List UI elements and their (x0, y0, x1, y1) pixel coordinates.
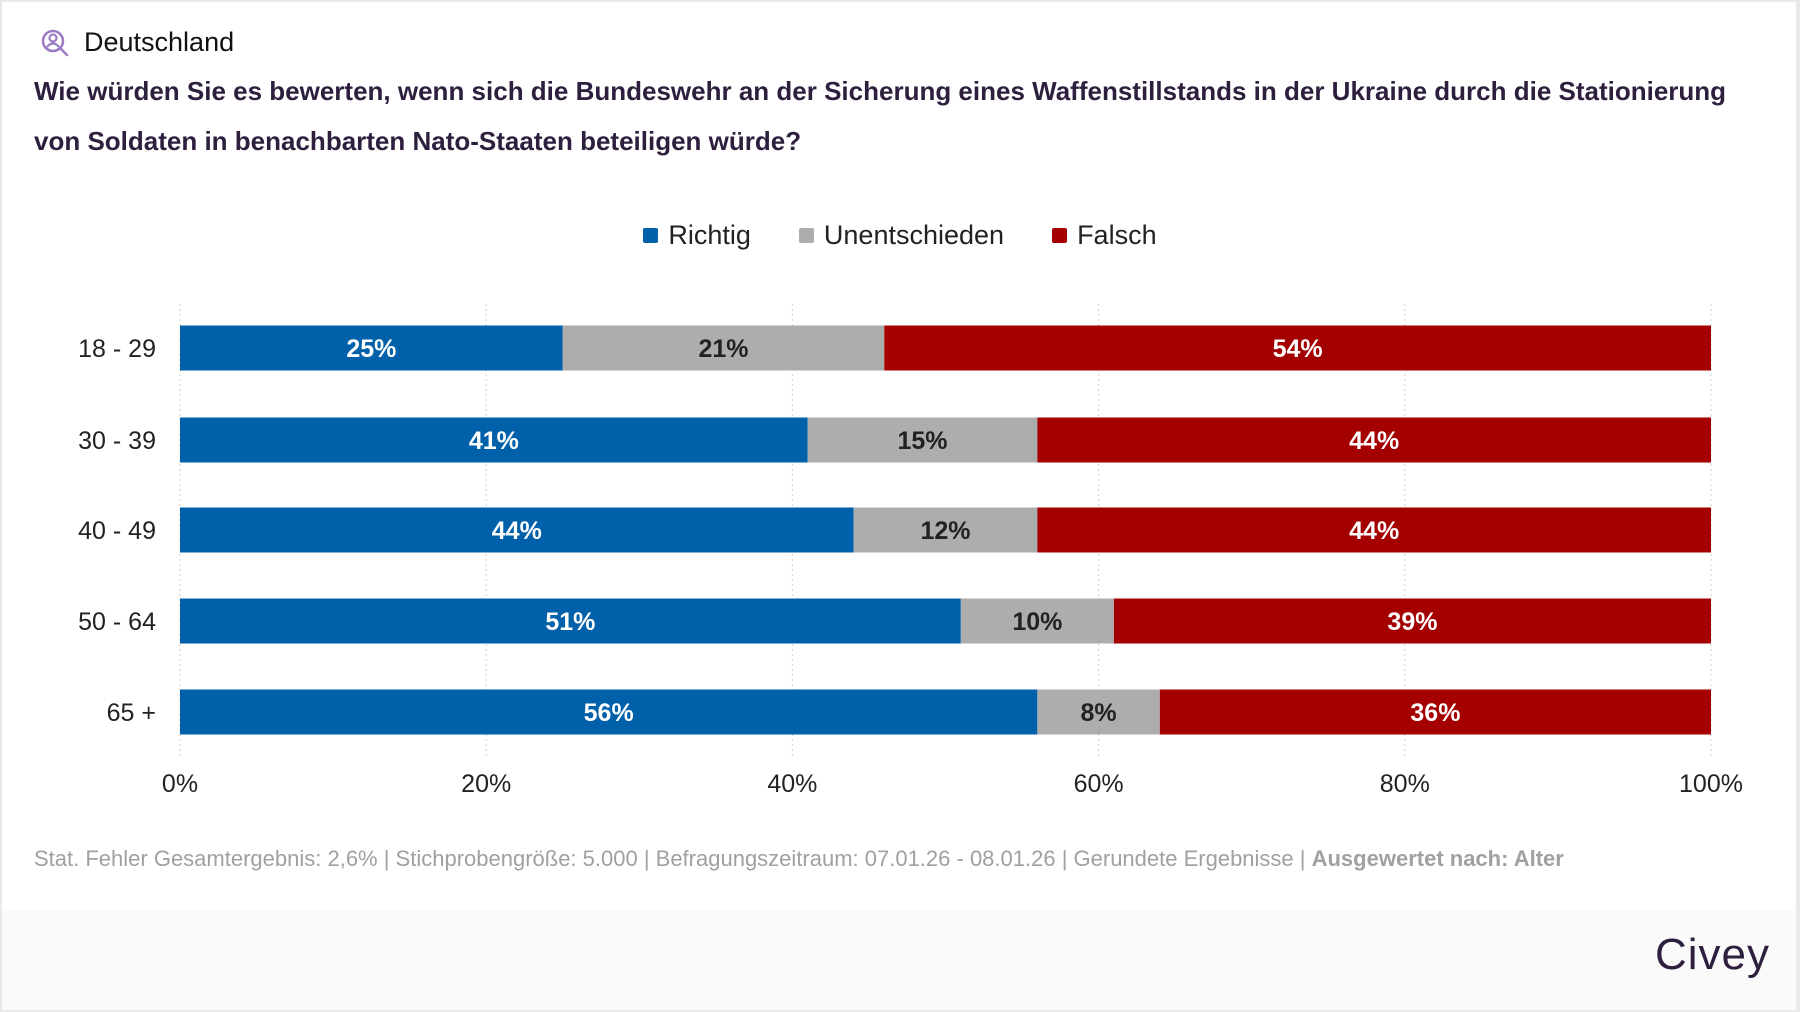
civey-logo: Civey (1654, 930, 1770, 979)
data-label: 44% (1349, 427, 1399, 455)
data-label: 10% (1012, 608, 1062, 636)
footnote-evaluated-by: Ausgewertet nach: Alter (1311, 846, 1564, 871)
bar-segment-falsch (1159, 689, 1711, 735)
data-label: 39% (1387, 608, 1437, 636)
legend-item-falsch[interactable]: Falsch (1052, 220, 1157, 251)
bar-segment-falsch (1037, 417, 1711, 463)
data-label: 15% (898, 427, 948, 455)
bar-segment-unentschieden (562, 325, 885, 371)
legend-label: Unentschieden (823, 220, 1005, 250)
legend-swatch (1052, 228, 1068, 243)
data-label: 21% (698, 335, 748, 363)
category-label: 40 - 49 (78, 517, 156, 545)
x-tick-label: 80% (1380, 770, 1430, 798)
bar-segment-richtig (180, 325, 563, 371)
x-tick-label: 100% (1679, 770, 1743, 798)
bar-segment-richtig (180, 598, 961, 644)
data-label: 56% (584, 699, 634, 727)
bar-segment-falsch (1113, 598, 1711, 644)
category-label: 65 + (107, 699, 156, 727)
legend-label: Richtig (668, 220, 751, 250)
bar-segment-richtig (180, 689, 1038, 735)
footnote-text: Stat. Fehler Gesamtergebnis: 2,6% | Stic… (34, 846, 1312, 871)
region-header: Deutschland (40, 27, 234, 58)
footer-band (2, 910, 1796, 1010)
legend-swatch (798, 228, 814, 243)
bar-segment-unentschieden (807, 417, 1038, 463)
data-label: 44% (1349, 517, 1399, 545)
person-search-icon (41, 29, 69, 56)
data-label: 36% (1410, 699, 1460, 727)
category-label: 30 - 39 (78, 427, 156, 455)
legend-item-unentschieden[interactable]: Unentschieden (798, 220, 1005, 251)
bar-segment-falsch (1037, 507, 1711, 553)
legend-item-richtig[interactable]: Richtig (643, 220, 751, 251)
x-tick-label: 20% (461, 770, 511, 798)
data-label: 44% (492, 517, 542, 545)
bar-segment-richtig (180, 507, 854, 553)
data-label: 51% (545, 608, 595, 636)
bar-segment-richtig (180, 417, 808, 463)
x-tick-label: 60% (1074, 770, 1124, 798)
category-label: 50 - 64 (78, 608, 156, 636)
x-tick-label: 0% (162, 770, 198, 798)
legend: Richtig Unentschieden Falsch (0, 220, 1800, 251)
bar-segment-unentschieden (1037, 689, 1160, 735)
category-label: 18 - 29 (78, 335, 156, 363)
region-label: Deutschland (84, 27, 235, 57)
bar-segment-unentschieden (960, 598, 1114, 644)
legend-label: Falsch (1077, 220, 1157, 250)
question-title: Wie würden Sie es bewerten, wenn sich di… (34, 76, 1727, 156)
bar-segment-unentschieden (853, 507, 1038, 553)
footnote: Stat. Fehler Gesamtergebnis: 2,6% | Stic… (34, 846, 1564, 872)
bar-segment-falsch (884, 325, 1711, 371)
data-label: 8% (1081, 699, 1117, 727)
legend-swatch (643, 228, 659, 243)
data-label: 54% (1273, 335, 1323, 363)
x-tick-label: 40% (767, 770, 817, 798)
data-label: 12% (920, 517, 970, 545)
data-label: 41% (469, 427, 519, 455)
data-label: 25% (346, 335, 396, 363)
